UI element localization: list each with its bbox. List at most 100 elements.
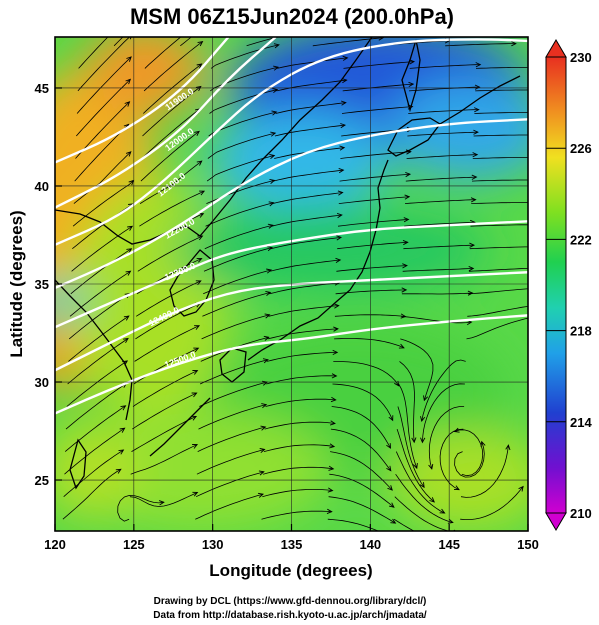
streamline-arrow [411,437,417,444]
streamline [467,305,528,317]
field-color-regions [55,37,528,530]
streamline-arrow [475,62,482,68]
streamline [72,180,134,227]
streamline-arrow [537,200,542,204]
streamline [454,441,485,478]
streamline [393,518,415,531]
colorbar-ticks: 210 214 218 222 226 230 [546,50,592,521]
streamline [270,237,342,250]
streamline [199,381,268,407]
coastline-china-east [55,279,133,421]
streamline-arrow [428,463,434,470]
streamline-arrow [387,485,393,491]
streamline [341,106,413,114]
x-tick-label: 130 [202,537,224,552]
streamline [132,370,198,407]
streamline-arrow [388,502,395,508]
streamline-arrow [409,59,416,65]
streamline-arrow [336,235,343,241]
streamline-arrow [386,465,392,472]
streamline-arrow [197,40,204,47]
streamline [471,179,528,182]
streamline-arrow [535,266,540,270]
streamline [205,202,274,227]
streamline [473,134,528,137]
coastline-ryukyu [149,397,211,457]
streamline-arrow [338,167,345,174]
streamline [267,328,338,340]
streamline [137,235,203,272]
streamline [203,247,273,272]
streamline-arrow [468,265,475,272]
streamline [210,66,279,92]
streamline-arrow [474,107,480,113]
streamline [135,302,201,340]
streamline-arrow [340,123,347,129]
streamline-arrow [453,427,460,433]
colorbar-tick-label: 230 [570,50,592,65]
streamline [403,244,475,250]
streamline-arrow [505,444,511,451]
streamline-arrow [472,152,479,158]
y-axis-ticks: 25 30 35 40 45 [35,81,62,488]
streamline-arrow [402,263,408,269]
streamline-arrow [267,223,274,229]
coastline-sakhalin [401,39,421,113]
streamline-arrow [192,444,199,449]
streamline [63,449,124,498]
streamline-arrow [125,151,132,157]
colorbar-tick-label: 214 [570,415,592,430]
streamline-arrow [538,178,543,182]
streamline [327,518,380,531]
streamline [209,89,278,114]
streamline [334,338,405,349]
streamline-arrow [474,84,481,90]
streamline [69,270,131,317]
streamline-arrow [191,415,198,421]
streamline-arrow [333,326,339,332]
streamline-arrow [398,343,405,349]
streamline [469,246,528,250]
colorbar-gradient [545,56,567,514]
streamline-arrow [533,304,538,308]
streamline-arrow [118,449,125,455]
streamline [330,428,392,471]
streamline [196,449,265,475]
streamline-arrow [420,437,426,444]
x-axis-ticks: 120 125 130 135 140 145 150 [44,524,539,552]
streamline-arrow [518,485,524,492]
streamline-arrow [192,370,199,375]
streamline-arrow [266,268,273,274]
streamline [262,489,333,498]
streamline [404,221,475,227]
streamline-arrow [386,443,392,449]
streamline [70,248,132,295]
streamline-arrow [480,440,486,447]
streamline [180,37,192,47]
streamline [472,157,528,159]
streamline-arrow [158,500,165,506]
streamline [331,406,391,449]
streamline-arrow [328,465,335,471]
streamline-arrow [340,100,347,106]
x-tick-label: 145 [438,537,460,552]
streamline [135,280,201,317]
streamline [140,131,200,182]
streamline [406,154,478,159]
streamline-arrow [327,487,334,493]
streamline [401,292,473,295]
streamline-arrow [469,242,476,248]
streamline-arrow [193,347,200,353]
streamline [65,383,127,430]
x-tick-label: 150 [517,537,539,552]
streamline-arrow [339,145,346,151]
streamline [454,429,484,477]
x-axis-title: Longitude (degrees) [209,561,372,580]
streamline-arrow [127,225,134,231]
streamline [343,61,415,69]
streamline-arrow [341,78,348,84]
streamline [197,426,266,452]
streamline-arrow [326,508,333,515]
streamline-arrow [541,88,546,92]
